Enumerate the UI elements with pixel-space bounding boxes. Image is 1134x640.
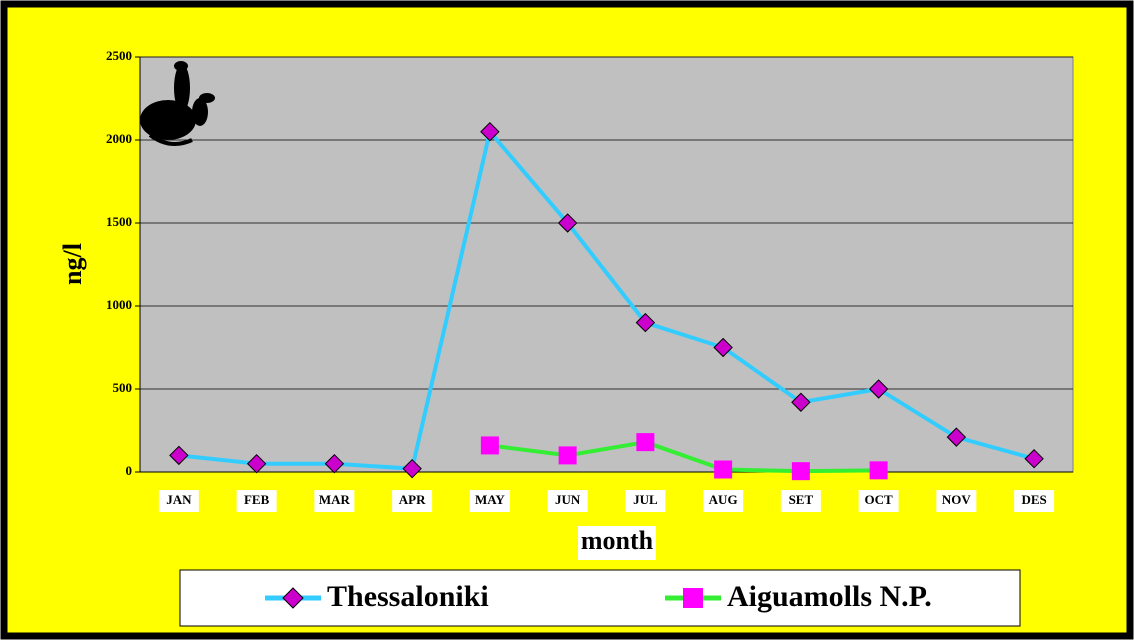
x-tick-label: MAY xyxy=(475,492,505,507)
x-tick-label: APR xyxy=(399,492,426,507)
y-tick-label: 500 xyxy=(113,380,133,395)
y-tick-label: 2500 xyxy=(106,48,132,63)
x-tick-label: OCT xyxy=(865,492,894,507)
x-tick-label: SET xyxy=(789,492,814,507)
chart: month ng/l 0 500 1000 1500 2000 2500 JAN FEB MAR… xyxy=(0,0,1134,640)
data-point xyxy=(870,461,888,479)
data-point xyxy=(481,436,499,454)
x-tick-label: JAN xyxy=(166,492,192,507)
y-tick-label: 1000 xyxy=(106,297,132,312)
y-tick-label: 0 xyxy=(126,463,133,478)
y-tick-label: 2000 xyxy=(106,131,132,146)
y-tick-label: 1500 xyxy=(106,214,132,229)
data-point xyxy=(559,446,577,464)
x-axis-label: month xyxy=(581,526,654,555)
data-point xyxy=(714,461,732,479)
x-tick-label: JUN xyxy=(555,492,581,507)
x-tick-label: FEB xyxy=(244,492,270,507)
data-point xyxy=(636,433,654,451)
plot-area xyxy=(140,57,1073,472)
legend-marker xyxy=(683,588,703,608)
legend-label: Thessaloniki xyxy=(327,580,489,613)
x-tick-label: NOV xyxy=(942,492,972,507)
y-axis-label: ng/l xyxy=(58,243,87,285)
x-tick-label: AUG xyxy=(709,492,738,507)
x-tick-label: JUL xyxy=(633,492,658,507)
x-tick-label: DES xyxy=(1021,492,1046,507)
x-tick-label: MAR xyxy=(319,492,351,507)
legend-label: Aiguamolls N.P. xyxy=(727,580,932,613)
data-point xyxy=(792,462,810,480)
